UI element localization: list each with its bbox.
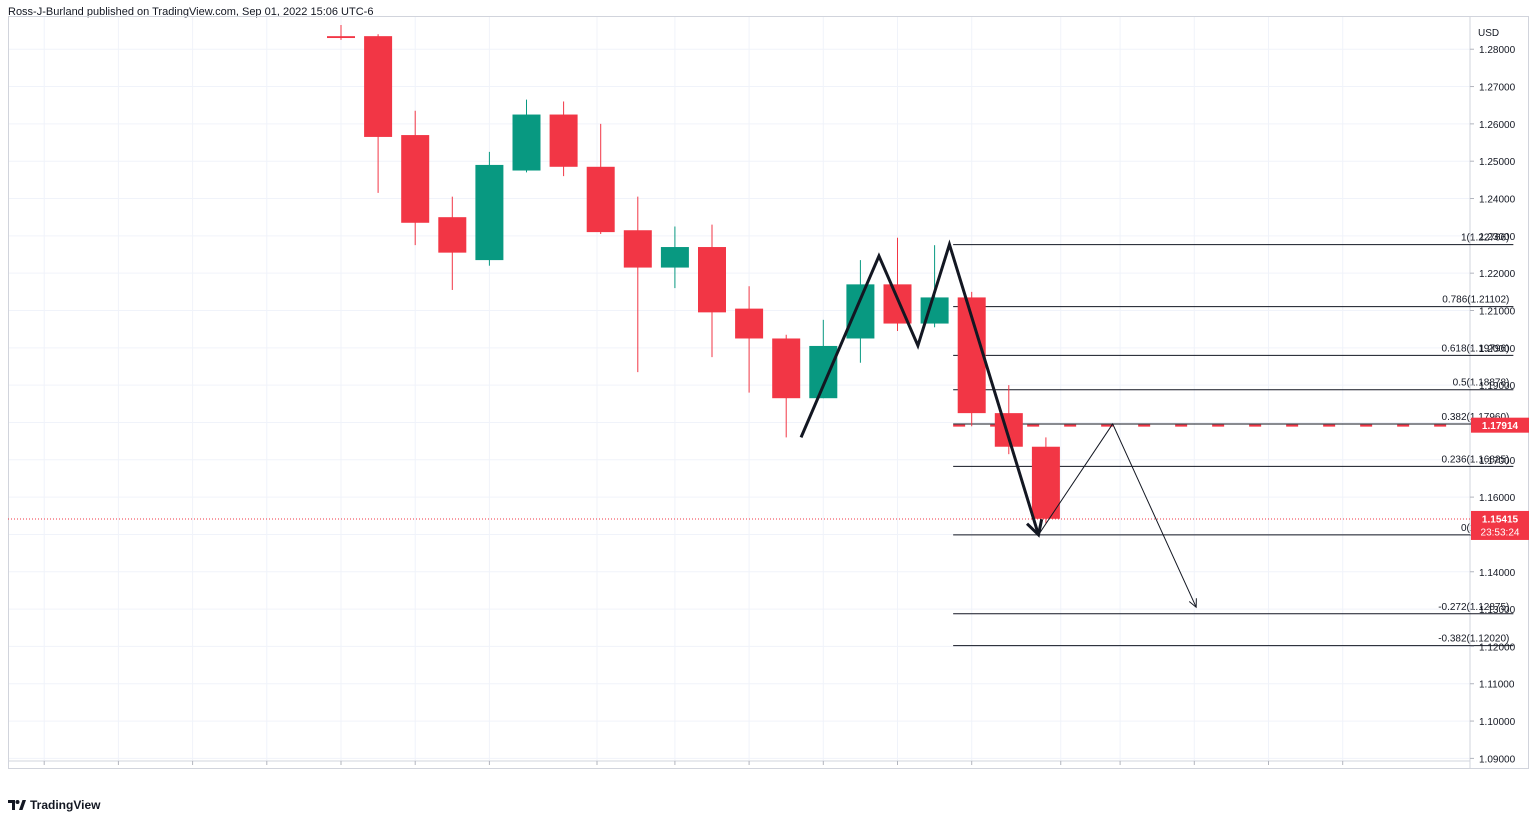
price-tick-label: 1.24000 [1479, 195, 1516, 206]
candle-body [327, 36, 355, 39]
fib-level-label: -0.382(1.12020) [1438, 634, 1509, 645]
candle-body [512, 114, 541, 171]
price-tick-label: 1.11000 [1479, 680, 1515, 691]
candle-body [1031, 446, 1060, 519]
candlestick-chart[interactable]: 1(1.22766) 0.786(1.21102) 0.618(1.19796) 0.… [8, 16, 1529, 769]
fib-level-label: -0.272(1.12875) [1438, 602, 1509, 613]
price-axis-unit: USD [1478, 28, 1499, 39]
projection-arrow-head [1188, 598, 1197, 609]
price-tick-label: 1.12000 [1479, 642, 1516, 653]
candle-body [475, 164, 504, 261]
footer-brand[interactable]: TradingView [30, 798, 101, 812]
candle-body [586, 166, 615, 233]
resistance-price-tag [1471, 417, 1529, 433]
fib-level-label: 0.382(1.17960) [1442, 412, 1510, 423]
price-tick-label: 1.25000 [1479, 157, 1516, 168]
candle-body [401, 135, 430, 223]
candle-body [698, 247, 726, 313]
candle-body [735, 308, 764, 339]
candle-body [438, 217, 467, 253]
candle-body [623, 230, 652, 268]
price-tick-label: 1.26000 [1479, 120, 1516, 131]
candle-body [364, 36, 393, 137]
price-tick-label: 1.14000 [1479, 568, 1516, 579]
price-tick-label: 1.16000 [1479, 493, 1516, 504]
resistance-price-tag-text: 1.17914 [1482, 421, 1519, 432]
candle-body [549, 114, 578, 167]
fib-level-label: 0.786(1.21102) [1442, 295, 1509, 306]
price-tick-label: 1.22000 [1479, 269, 1516, 280]
price-tick-label: 1.17000 [1479, 456, 1516, 467]
price-tick-label: 1.09000 [1479, 754, 1516, 765]
fib-level-label: 0.5(1.18878) [1453, 378, 1510, 389]
price-tick-label: 1.28000 [1479, 45, 1516, 56]
price-tick-label: 1.10000 [1479, 717, 1516, 728]
double-top-pattern-line [799, 239, 1040, 536]
projection-path [1038, 422, 1197, 608]
publisher-caption: Ross-J-Burland published on TradingView.… [8, 6, 374, 18]
tradingview-logo-icon [8, 798, 26, 812]
candle-body [660, 247, 689, 268]
current-price-tag [1471, 510, 1529, 540]
chart-border [8, 16, 1529, 769]
price-tick-label: 1.27000 [1479, 83, 1516, 94]
candle-body [809, 345, 838, 399]
fib-level-label: 0.236(1.16825) [1442, 454, 1510, 465]
footer: TradingView [8, 796, 100, 814]
bar-countdown-text: 23:53:24 [1481, 527, 1520, 538]
chart-area[interactable]: 1(1.22766) 0.786(1.21102) 0.618(1.19796) 0.… [8, 16, 1529, 769]
price-tick-label: 1.23000 [1479, 232, 1516, 243]
price-tick-label: 1.21000 [1479, 306, 1516, 317]
candle-body [772, 338, 801, 399]
fib-level-label: 1(1.22766) [1461, 233, 1509, 244]
price-tick-label: 1.19000 [1479, 381, 1516, 392]
fib-level-label: 0.618(1.19796) [1442, 343, 1510, 354]
price-tick-label: 1.13000 [1479, 605, 1516, 616]
current-price-tag-text: 1.15415 [1482, 514, 1519, 525]
candle-body [846, 284, 875, 339]
price-tick-label: 1.20000 [1479, 344, 1516, 355]
